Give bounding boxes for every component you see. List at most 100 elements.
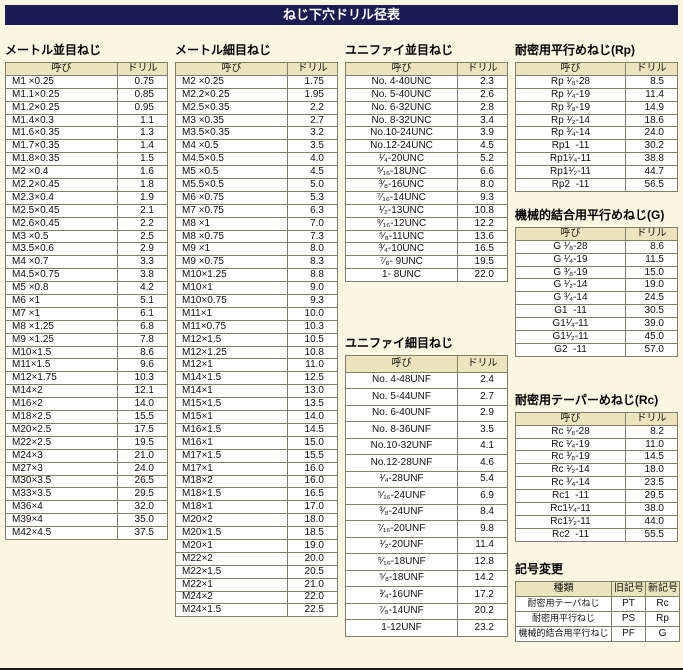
thread-name-cell: No. 5-44UNF: [345, 388, 458, 406]
thread-name-cell: M5 ×0.5: [175, 165, 288, 180]
thread-name-cell: No. 8-36UNF: [345, 421, 458, 439]
table-row: M11×1 10.0: [175, 306, 338, 321]
table-row: M15×1.5 13.5: [175, 397, 338, 412]
drill-value-cell: 2.5: [117, 229, 168, 244]
drill-value-cell: 13.6: [457, 229, 508, 244]
drill-value-cell: 0.75: [117, 74, 168, 89]
table-row: M24×1.5 22.5: [175, 603, 338, 618]
table-row: M4.5×0.75 3.8: [5, 268, 168, 283]
drill-value-cell: 5.4: [457, 470, 508, 489]
thread-name-cell: M9 ×1.25: [5, 332, 118, 347]
thread-name-cell: M2.5×0.35: [175, 100, 288, 115]
thread-name-cell: 1-12UNF: [345, 619, 458, 637]
section-title-symbol-change: 記号変更: [515, 561, 564, 576]
table-row: M14×2 12.1: [5, 384, 168, 399]
drill-value-cell: 15.5: [117, 410, 168, 424]
thread-name-cell: M1.2×0.25: [5, 100, 118, 115]
drill-value-cell: 10.8: [287, 345, 338, 360]
table-row: M22×2.5 19.5: [5, 435, 168, 450]
table-row: 1- 8UNC 22.0: [345, 268, 508, 283]
thread-name-cell: Rc1¹⁄₄-11: [515, 502, 626, 516]
table-row: Rp ¹⁄₄-19 11.4: [515, 87, 678, 102]
thread-name-cell: M17×1.5: [175, 448, 288, 463]
thread-name-cell: 耐密用平行ねじ: [515, 610, 612, 627]
table-row: M14×1 13.0: [175, 384, 338, 399]
section-title-unified-fine: ユニファイ細目ねじ: [345, 336, 454, 351]
table-row: ⁵⁄₈-11UNC 13.6: [345, 229, 508, 244]
thread-name-cell: M3 ×0.35: [175, 113, 288, 128]
table-row: G1¹⁄₄-11 39.0: [515, 317, 678, 332]
drill-value-cell: 2.2: [117, 216, 168, 231]
table-row: Rc1¹⁄₂-11 44.0: [515, 514, 678, 529]
table-row: M9 ×1.25 7.8: [5, 332, 168, 347]
thread-name-cell: No.10-24UNC: [345, 126, 458, 141]
drill-value-cell: 19.0: [287, 538, 338, 553]
drill-value-cell: 3.2: [287, 126, 338, 141]
drill-value-cell: 2.2: [287, 100, 338, 115]
drill-value-cell: 12.1: [117, 384, 168, 399]
thread-name-cell: G2 -11: [515, 342, 626, 357]
drill-value-cell: 17.5: [117, 422, 168, 437]
table-row: M2.6×0.45 2.2: [5, 216, 168, 231]
section-title-g: 機械的結合用平行めねじ(G): [515, 207, 665, 222]
drill-value-cell: 23.2: [457, 619, 508, 637]
drill-column-header: ドリル: [625, 62, 678, 76]
drill-value-cell: 16.5: [457, 242, 508, 257]
name-column-header: 呼び: [515, 62, 626, 76]
drill-value-cell: 15.0: [287, 435, 338, 450]
table-row: M16×2 14.0: [5, 397, 168, 412]
table-row: ³⁄₄-16UNF 17.2: [345, 586, 508, 604]
section-unified-fine: ユニファイ細目ねじ 呼び ドリル No. 4-48UNF 2.4 No. 5-44U…: [345, 334, 508, 637]
drill-value-cell: 8.2: [625, 424, 678, 439]
drill-value-cell: 10.3: [287, 319, 338, 334]
table-row: M20×1 19.0: [175, 538, 338, 553]
table-row: ⁵⁄₁₆-18UNC 6.6: [345, 165, 508, 180]
table-row: 耐密用平行ねじ PS Rp: [515, 610, 680, 627]
table-row: M11×1.5 9.6: [5, 358, 168, 373]
header-row: 呼び ドリル: [345, 355, 508, 373]
unified-coarse-body: No. 4-40UNC 2.3 No. 5-40UNC 2.6 No. 6-32UNC 2…: [345, 74, 508, 283]
table-row: M10×1 9.0: [175, 281, 338, 296]
thread-name-cell: ⁹⁄₁₆-12UNC: [345, 216, 458, 231]
table-row: No. 5-40UNC 2.6: [345, 87, 508, 102]
old-symbol-column-header: 旧記号: [611, 580, 646, 597]
drill-value-cell: 9.3: [287, 294, 338, 308]
thread-name-cell: M1.8×0.35: [5, 152, 118, 167]
thread-name-cell: ⁵⁄₈-18UNF: [345, 569, 458, 588]
thread-name-cell: M16×1.5: [175, 422, 288, 437]
thread-name-cell: Rp2 -11: [515, 178, 626, 192]
drill-value-cell: 1.4: [117, 139, 168, 154]
table-row: 1-12UNF 23.2: [345, 619, 508, 637]
thread-name-cell: M14×2: [5, 384, 118, 399]
thread-name-cell: M20×1: [175, 538, 288, 553]
table-row: M1.6×0.35 1.3: [5, 126, 168, 141]
table-row: M12×1.25 10.8: [175, 345, 338, 360]
thread-name-cell: M2.2×0.25: [175, 87, 288, 102]
drill-value-cell: 44.7: [625, 165, 678, 180]
drill-value-cell: 2.4: [457, 371, 508, 390]
table-row: M3 ×0.5 2.5: [5, 229, 168, 244]
table-row: M18×2.5 15.5: [5, 410, 168, 424]
drill-value-cell: 4.0: [287, 152, 338, 167]
table-row: ⁷⁄₈- 9UNC 19.5: [345, 255, 508, 270]
thread-name-cell: M14×1: [175, 384, 288, 399]
section-g: 機械的結合用平行めねじ(G) 呼び ドリル G ¹⁄₈-28 8.6 G ¹⁄₄-1…: [515, 206, 678, 357]
drill-value-cell: 12.2: [457, 216, 508, 231]
section-symbol-change: 記号変更 種類 旧記号 新記号 耐密用テーパねじ PT Rc 耐密用平行ねじ PS Rp 機…: [515, 560, 680, 642]
drill-value-cell: 3.9: [457, 126, 508, 141]
drill-value-cell: 4.6: [457, 454, 508, 472]
unified-fine-table: 呼び ドリル No. 4-48UNF 2.4 No. 5-44UNF 2.7 No. 6…: [345, 355, 508, 637]
name-column-header: 呼び: [515, 411, 626, 426]
drill-value-cell: 1.5: [117, 152, 168, 167]
table-row: No. 6-40UNF 2.9: [345, 404, 508, 423]
drill-column-header: ドリル: [117, 62, 168, 76]
drill-value-cell: 9.3: [457, 190, 508, 205]
table-row: M8 ×1.25 6.8: [5, 319, 168, 334]
drill-value-cell: 44.0: [625, 514, 678, 529]
drill-value-cell: 30.2: [625, 139, 678, 154]
thread-name-cell: 耐密用テーパねじ: [515, 595, 612, 612]
thread-name-cell: M22×1: [175, 577, 288, 592]
thread-name-cell: G ¹⁄₈-28: [515, 239, 626, 254]
table-row: M33×3.5 29.5: [5, 487, 168, 502]
